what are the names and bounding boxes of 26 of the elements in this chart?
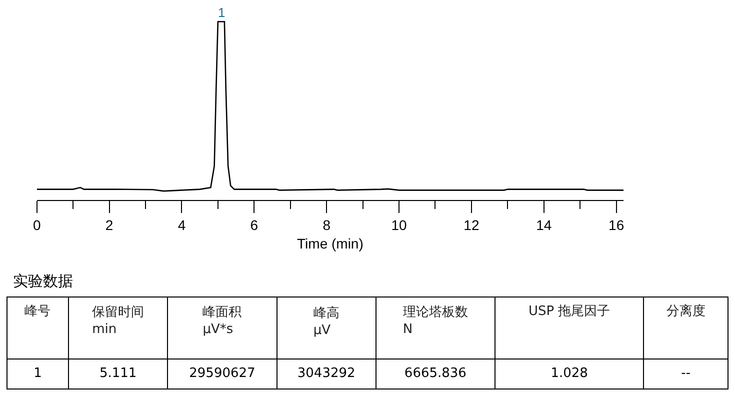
x-tick-label: 16 <box>608 216 624 233</box>
text: 1.028 <box>550 366 588 381</box>
text: 理论塔板数 N <box>402 305 468 337</box>
text: 峰号 <box>24 304 51 319</box>
text: 实验数据 <box>13 272 73 290</box>
text: 6665.836 <box>404 366 466 381</box>
x-tick-label: 4 <box>178 216 186 233</box>
text: 29590627 <box>189 366 256 381</box>
text: 峰高 μV <box>313 305 340 338</box>
x-tick-label: 8 <box>322 216 331 233</box>
text: 峰面积 μV*s <box>202 305 242 337</box>
text: 1 <box>34 366 42 381</box>
text: 3043292 <box>297 366 356 381</box>
text: -- <box>681 366 691 381</box>
text: USP 拖尾因子 <box>528 304 610 319</box>
x-tick-label: 10 <box>391 216 408 233</box>
text: 分离度 <box>666 302 706 319</box>
x-tick-label: 14 <box>536 216 552 233</box>
text: 5.111 <box>99 366 137 381</box>
x-tick-label: 2 <box>105 216 114 233</box>
x-tick-label: 0 <box>32 216 41 233</box>
annotation: 1 <box>218 5 226 20</box>
x-axis-title: Time (min) <box>297 235 364 252</box>
x-tick-label: 12 <box>464 216 480 233</box>
text: 保留时间 min <box>92 305 144 337</box>
x-tick-label: 6 <box>250 216 258 233</box>
